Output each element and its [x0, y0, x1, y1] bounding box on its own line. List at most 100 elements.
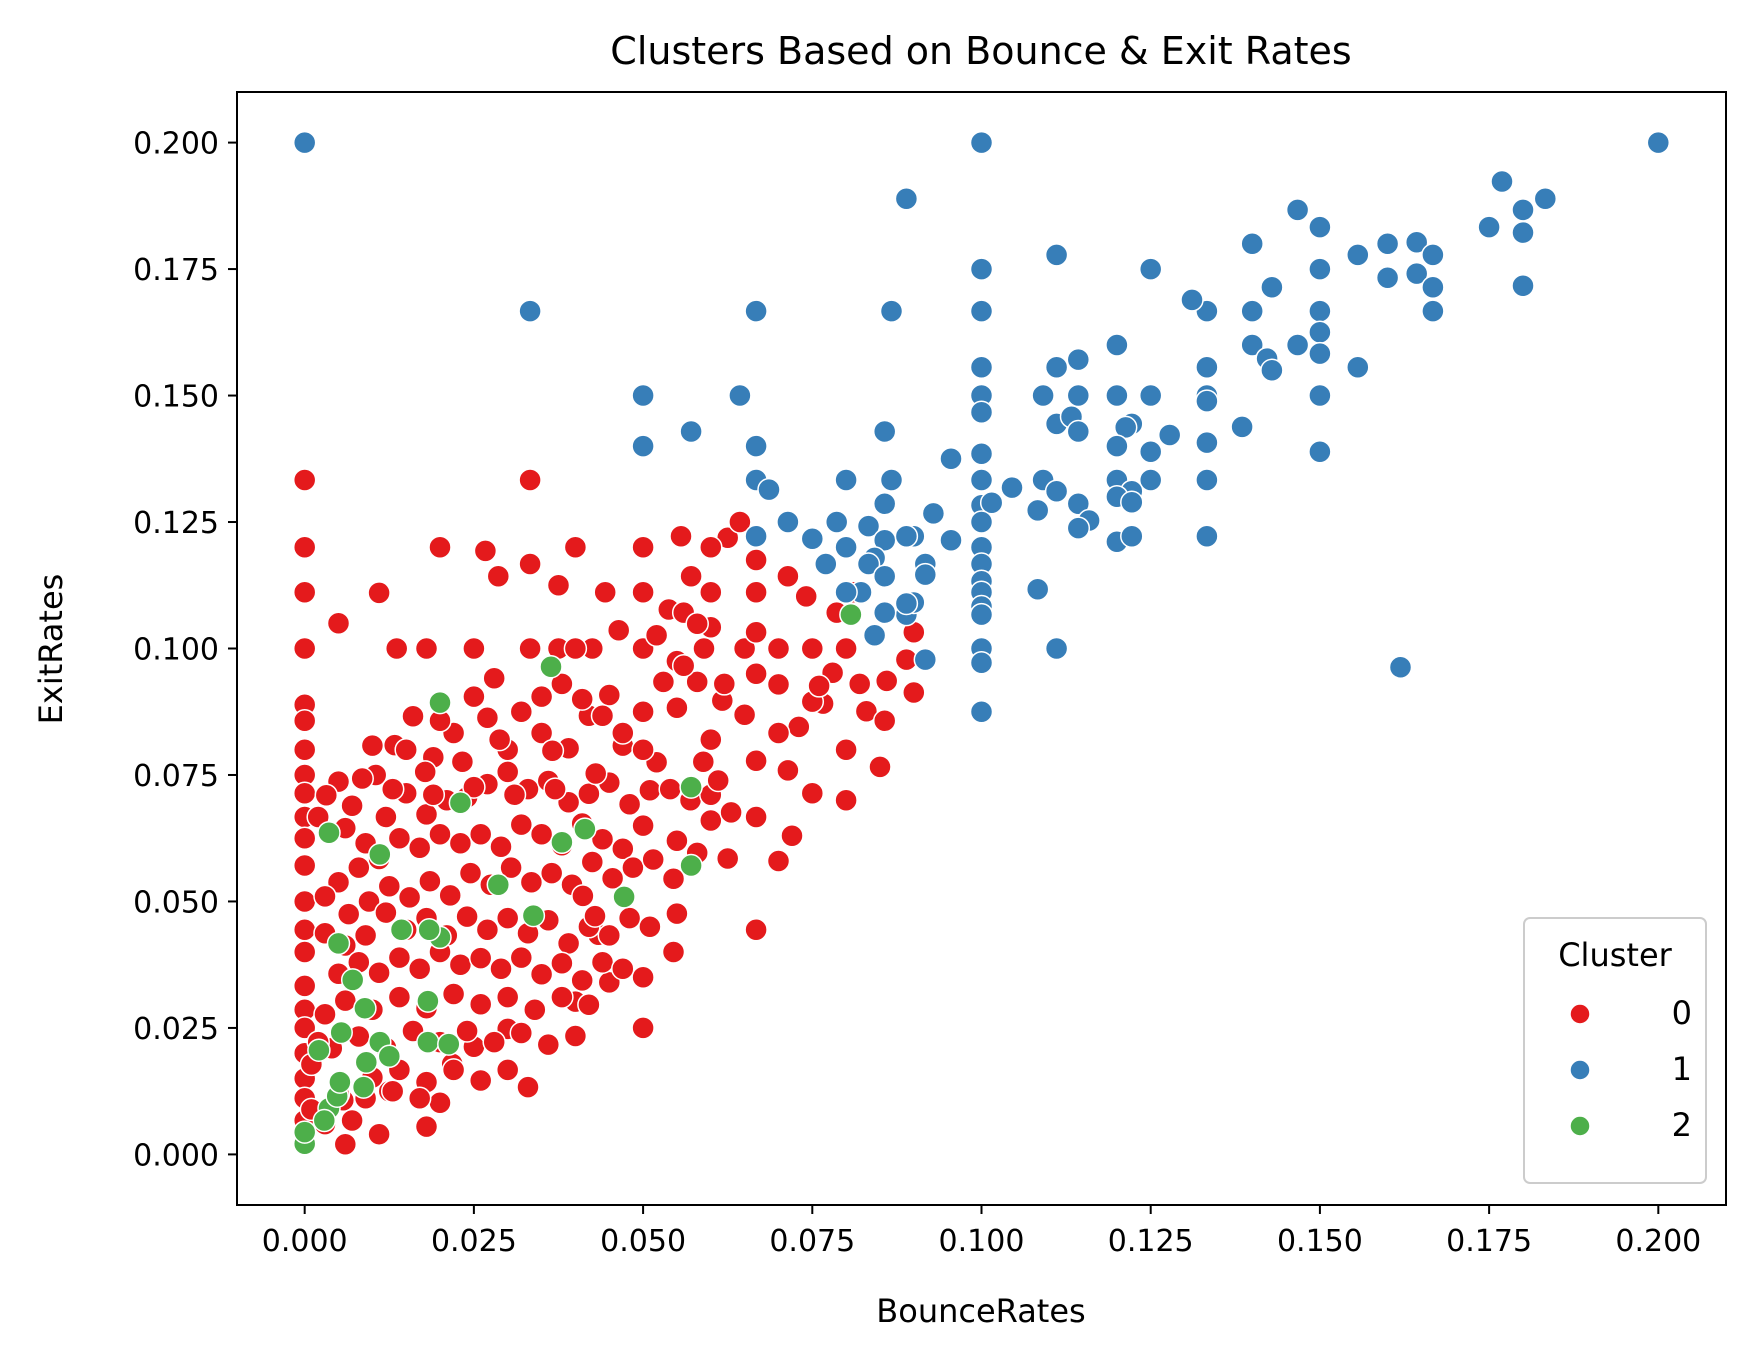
data-point	[606, 618, 631, 643]
data-point	[418, 869, 442, 893]
data-point	[1195, 524, 1219, 548]
data-point	[665, 901, 689, 926]
data-point	[529, 684, 554, 709]
legend-marker	[1569, 1003, 1591, 1025]
data-point	[326, 931, 351, 956]
data-point	[969, 602, 994, 627]
data-point	[540, 738, 565, 763]
data-point	[939, 528, 963, 552]
data-point	[1195, 468, 1219, 492]
data-point	[462, 636, 486, 661]
x-tick-label: 0.100	[939, 1224, 1025, 1259]
data-point	[475, 706, 500, 730]
data-point	[854, 699, 879, 723]
data-point	[1308, 383, 1332, 408]
data-point	[518, 299, 542, 323]
data-point	[902, 680, 926, 705]
data-point	[407, 956, 432, 981]
data-point	[387, 826, 412, 850]
legend-box	[1523, 917, 1707, 1184]
data-point	[570, 968, 594, 993]
data-point	[744, 548, 768, 572]
data-point	[757, 477, 781, 502]
data-point	[612, 885, 636, 909]
data-point	[744, 662, 768, 686]
data-point	[543, 777, 567, 801]
data-point	[394, 737, 418, 762]
data-point	[969, 130, 994, 155]
data-point	[384, 636, 409, 661]
data-point	[550, 951, 574, 975]
data-point	[473, 539, 498, 563]
x-tick-label: 0.150	[1277, 1224, 1363, 1259]
data-point	[536, 1032, 561, 1057]
data-point	[1421, 275, 1445, 300]
data-point	[462, 684, 486, 709]
data-point	[367, 961, 391, 985]
data-point	[397, 885, 422, 910]
data-point	[692, 636, 716, 661]
x-tick-label: 0.000	[262, 1224, 348, 1259]
data-point	[292, 737, 317, 762]
data-point	[357, 889, 381, 914]
data-point	[380, 1079, 405, 1103]
data-point	[354, 1050, 379, 1075]
data-point	[1308, 215, 1332, 239]
data-point	[921, 501, 946, 526]
data-point	[1230, 415, 1254, 439]
data-point	[570, 687, 594, 711]
data-point	[617, 792, 642, 817]
data-point	[360, 733, 385, 758]
data-point	[590, 827, 615, 851]
data-point	[872, 564, 897, 588]
data-point	[441, 982, 466, 1006]
data-point	[744, 805, 768, 829]
data-point	[969, 468, 994, 492]
data-point	[969, 257, 994, 281]
data-point	[744, 580, 768, 605]
data-point	[631, 383, 655, 408]
data-point	[913, 647, 938, 672]
data-point	[1477, 215, 1501, 239]
data-point	[1044, 355, 1069, 379]
data-point	[368, 842, 392, 867]
data-point	[563, 1024, 588, 1048]
data-point	[1138, 257, 1163, 281]
data-point	[550, 672, 574, 696]
data-point	[353, 996, 377, 1020]
data-point	[611, 837, 635, 861]
data-point	[577, 781, 601, 806]
data-point	[482, 666, 506, 691]
data-point	[834, 580, 858, 605]
data-point	[499, 855, 523, 880]
data-point	[1260, 275, 1284, 300]
data-point	[847, 672, 872, 696]
data-point	[292, 826, 317, 850]
data-point	[521, 903, 546, 928]
data-point	[744, 299, 768, 323]
data-point	[495, 906, 520, 930]
data-point	[421, 782, 446, 807]
legend-marker	[1569, 1115, 1591, 1137]
data-point	[292, 130, 317, 155]
data-point	[800, 526, 825, 551]
data-point	[550, 830, 574, 855]
x-tick-label: 0.025	[431, 1224, 517, 1259]
data-point	[468, 1068, 493, 1093]
data-point	[719, 800, 743, 825]
data-point	[1044, 479, 1069, 503]
data-point	[766, 636, 791, 661]
data-point	[292, 709, 317, 733]
data-point	[529, 962, 554, 987]
data-point	[1404, 230, 1429, 255]
data-point	[969, 299, 994, 323]
data-point	[351, 1075, 376, 1099]
data-point	[728, 383, 752, 408]
data-point	[641, 847, 665, 872]
data-point	[583, 904, 607, 928]
data-point	[1105, 333, 1129, 357]
data-point	[387, 985, 412, 1009]
chart-title: Clusters Based on Bounce & Exit Rates	[610, 29, 1351, 73]
data-point	[428, 535, 452, 560]
data-point	[728, 510, 752, 534]
